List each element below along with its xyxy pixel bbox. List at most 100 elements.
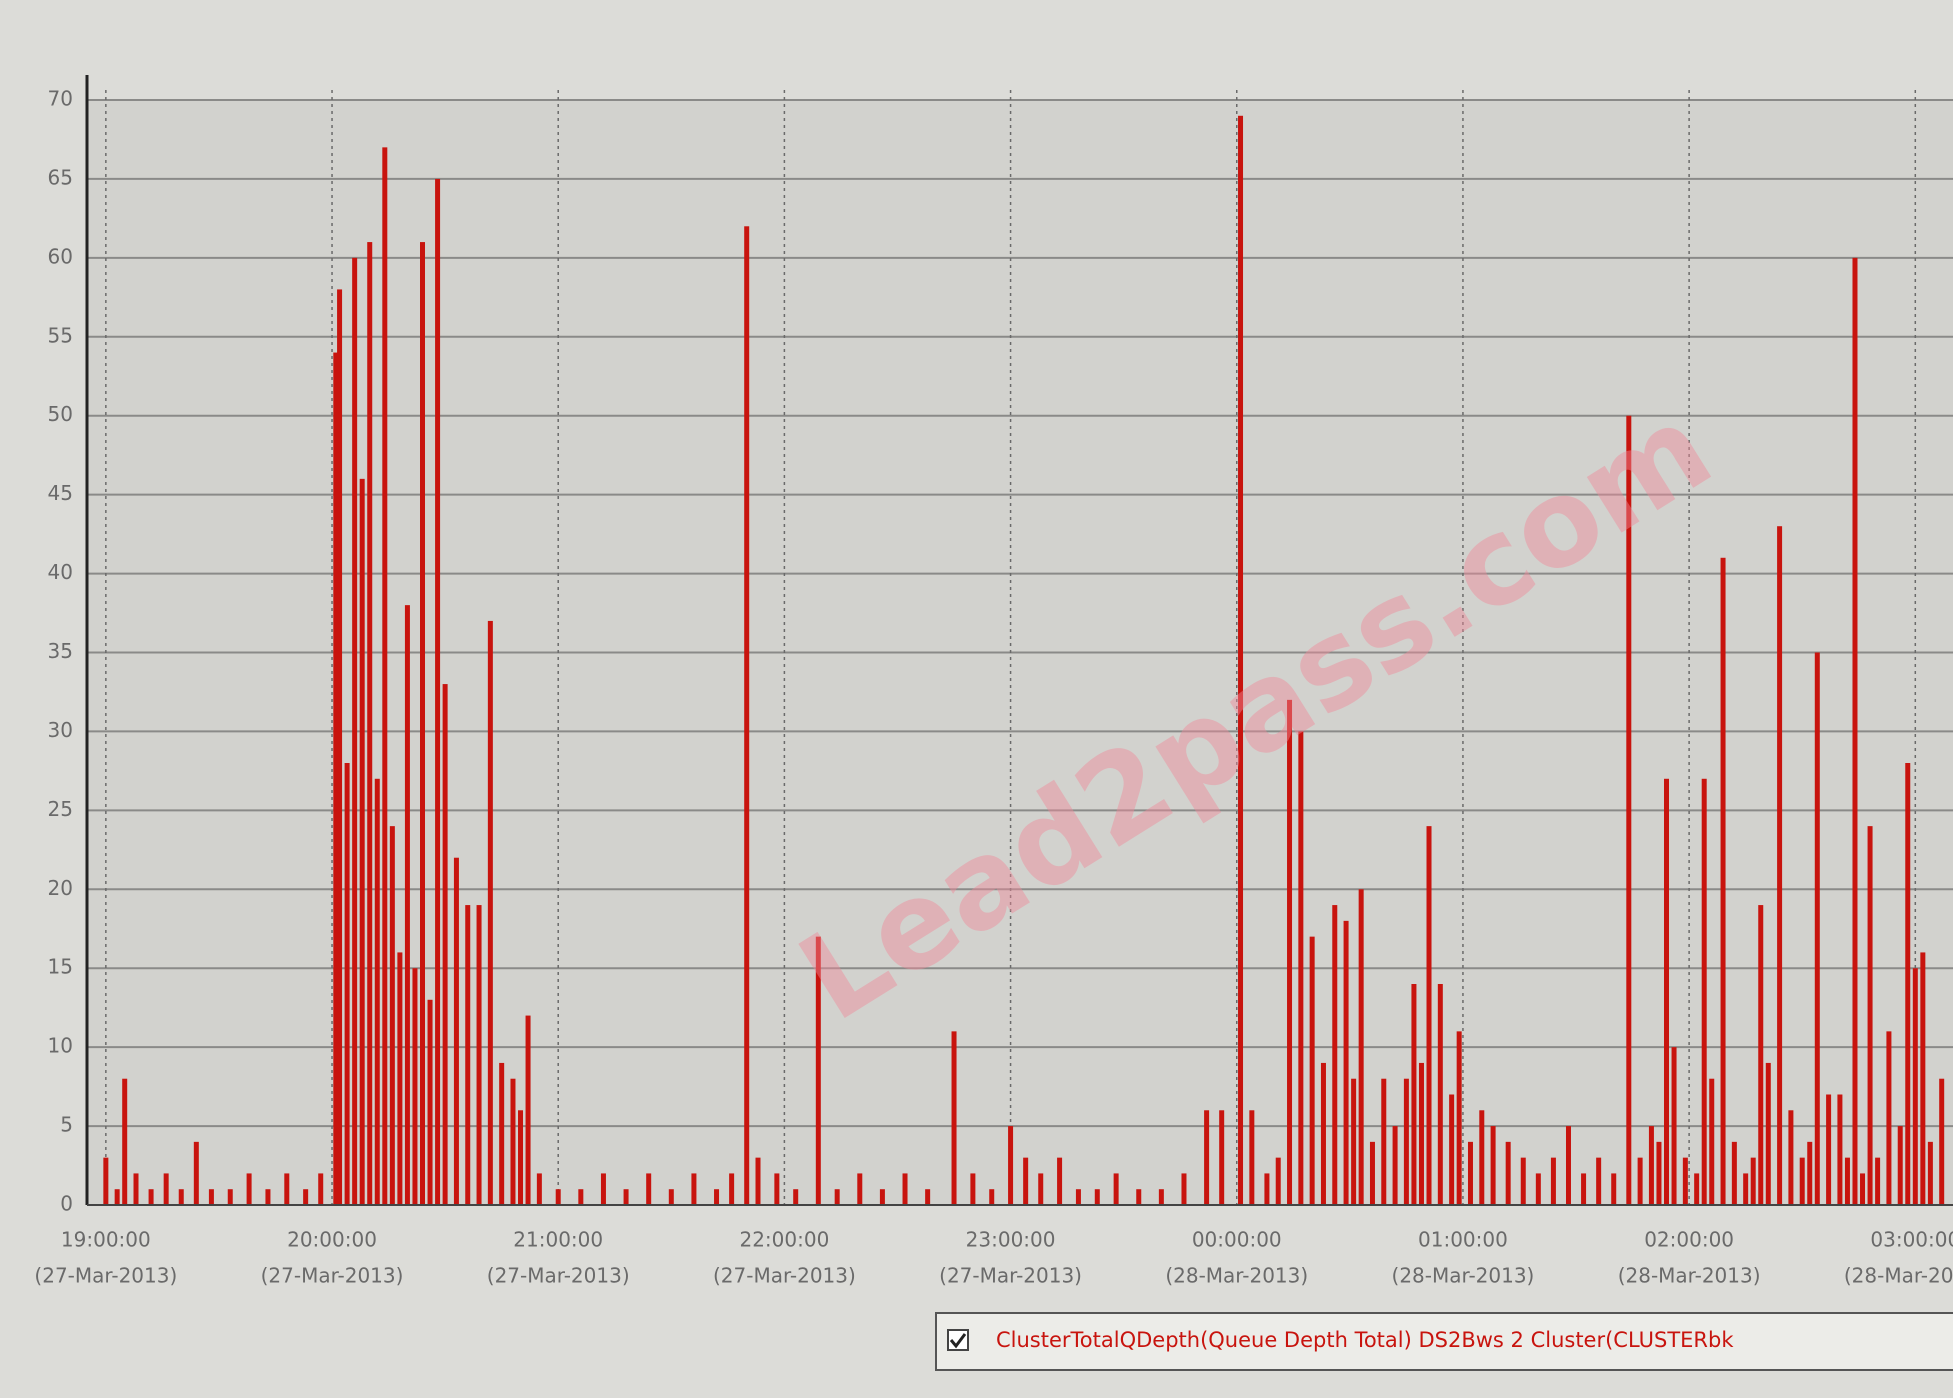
bar [669,1189,674,1205]
bar [601,1173,606,1205]
bar [1826,1095,1831,1206]
bar [729,1173,734,1205]
y-tick-label: 25 [48,797,73,821]
y-tick-label: 40 [48,560,73,584]
bar [1057,1158,1062,1205]
bar [103,1158,108,1205]
bar [1359,889,1364,1205]
x-tick-label: 19:00:00 [61,1228,151,1252]
bar [1381,1079,1386,1205]
bar [1181,1173,1186,1205]
bar [1766,1063,1771,1205]
bar [1276,1158,1281,1205]
bar [1438,984,1443,1205]
bar [1076,1189,1081,1205]
bar [1638,1158,1643,1205]
x-tick-date: (28-Mar-2013) [1165,1264,1308,1288]
bar [228,1189,233,1205]
y-tick-label: 0 [60,1192,73,1216]
bar [1702,779,1707,1205]
bar [405,605,410,1205]
bar [1023,1158,1028,1205]
bar [1419,1063,1424,1205]
x-tick-date: (28-Mar-2013) [1392,1264,1535,1288]
bar [1427,826,1432,1205]
bar [1807,1142,1812,1205]
bar [857,1173,862,1205]
bar [122,1079,127,1205]
x-tick-label: 02:00:00 [1644,1228,1734,1252]
bar [578,1189,583,1205]
legend-label: ClusterTotalQDepth(Queue Depth Total) DS… [996,1328,1734,1352]
bar [1683,1158,1688,1205]
bar [1404,1079,1409,1205]
bar [1596,1158,1601,1205]
bar [510,1079,515,1205]
bar [1370,1142,1375,1205]
x-tick-date: (27-Mar-2013) [261,1264,404,1288]
bar [1694,1173,1699,1205]
bar [1581,1173,1586,1205]
bar [247,1173,252,1205]
bar [1566,1126,1571,1205]
y-tick-label: 20 [48,876,73,900]
y-tick-label: 30 [48,718,73,742]
y-tick-label: 65 [48,165,73,189]
y-tick-label: 45 [48,481,73,505]
x-tick-label: 22:00:00 [739,1228,829,1252]
bar [1249,1110,1254,1205]
bar [1664,779,1669,1205]
bar [1468,1142,1473,1205]
bar [1351,1079,1356,1205]
bar [691,1173,696,1205]
bar [284,1173,289,1205]
bar [1506,1142,1511,1205]
bar [756,1158,761,1205]
bar [1649,1126,1654,1205]
x-tick-date: (28-Mar-2013) [1618,1264,1761,1288]
legend: ClusterTotalQDepth(Queue Depth Total) DS… [936,1313,1953,1370]
bar [1219,1110,1224,1205]
bar [194,1142,199,1205]
bar [1204,1110,1209,1205]
bar [1868,826,1873,1205]
bar [1321,1063,1326,1205]
bar [1732,1142,1737,1205]
bar [149,1189,154,1205]
y-tick-label: 10 [48,1034,73,1058]
bar [375,779,380,1205]
bar [1551,1158,1556,1205]
x-tick-label: 00:00:00 [1192,1228,1282,1252]
bar [435,179,440,1205]
bar [1136,1189,1141,1205]
bar [1860,1173,1865,1205]
y-tick-label: 35 [48,639,73,663]
bar [1788,1110,1793,1205]
bar [443,684,448,1205]
bar [1709,1079,1714,1205]
y-tick-label: 50 [48,402,73,426]
x-tick-label: 20:00:00 [287,1228,377,1252]
bar [1815,653,1820,1206]
bar [465,905,470,1205]
bar [1159,1189,1164,1205]
bar [1852,258,1857,1205]
bar [164,1173,169,1205]
bar [1298,731,1303,1205]
x-tick-label: 01:00:00 [1418,1228,1508,1252]
y-tick-label: 70 [48,87,73,111]
x-tick-date: (27-Mar-2013) [487,1264,630,1288]
x-tick-date: (27-Mar-2013) [939,1264,1082,1288]
bar [1656,1142,1661,1205]
bar [1114,1173,1119,1205]
bar [360,479,365,1205]
bar [179,1189,184,1205]
bar [774,1173,779,1205]
bar [1672,1047,1677,1205]
chart: Lead2pass.com 05101520253035404550556065… [0,0,1953,1398]
bar [1264,1173,1269,1205]
bar [1928,1142,1933,1205]
bar [1751,1158,1756,1205]
bar [1449,1095,1454,1206]
bar [1905,763,1910,1205]
